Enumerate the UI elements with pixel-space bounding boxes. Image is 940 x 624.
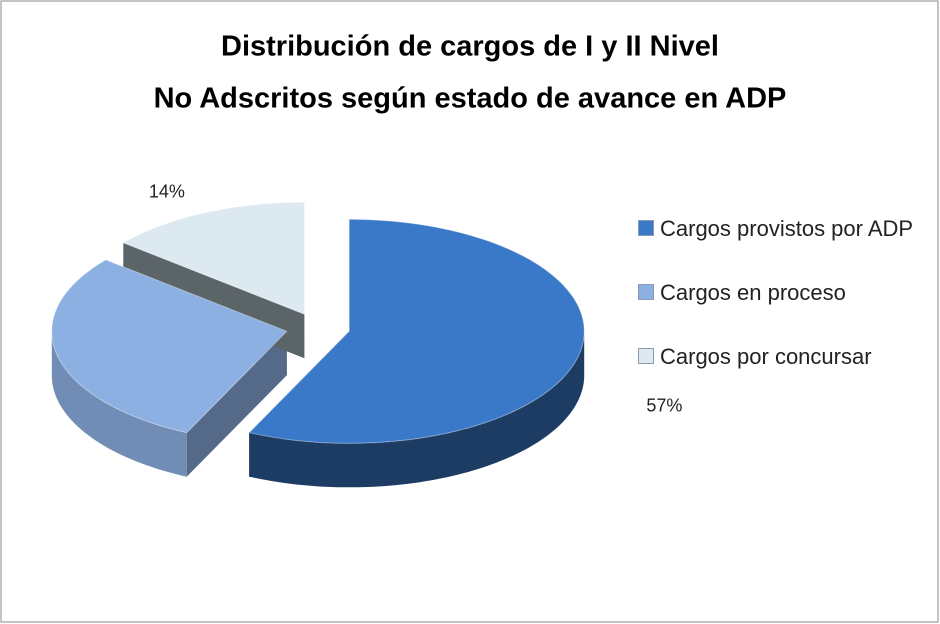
slice-wall	[249, 331, 585, 488]
legend-swatch	[638, 284, 654, 300]
slice-side	[186, 331, 287, 477]
chart-title: No Adscritos según estado de avance en A…	[154, 83, 787, 115]
data-label: 14%	[149, 182, 185, 202]
legend-item: Cargos provistos por ADP	[638, 214, 928, 244]
legend-item: Cargos en proceso	[638, 278, 928, 308]
slice-wall	[51, 331, 187, 477]
slice	[248, 218, 585, 444]
legend-swatch	[638, 348, 654, 364]
data-label: 57%	[646, 395, 682, 415]
slice	[122, 201, 305, 315]
legend-item: Cargos por concursar	[638, 342, 928, 372]
slice	[51, 259, 288, 434]
legend-label: Cargos por concursar	[660, 344, 872, 369]
chart-title: Distribución de cargos de I y II Nivel	[221, 31, 719, 63]
legend: Cargos provistos por ADP Cargos en proces…	[638, 214, 928, 406]
legend-label: Cargos provistos por ADP	[660, 216, 914, 241]
legend-swatch	[638, 220, 654, 236]
legend-label: Cargos en proceso	[660, 280, 846, 305]
